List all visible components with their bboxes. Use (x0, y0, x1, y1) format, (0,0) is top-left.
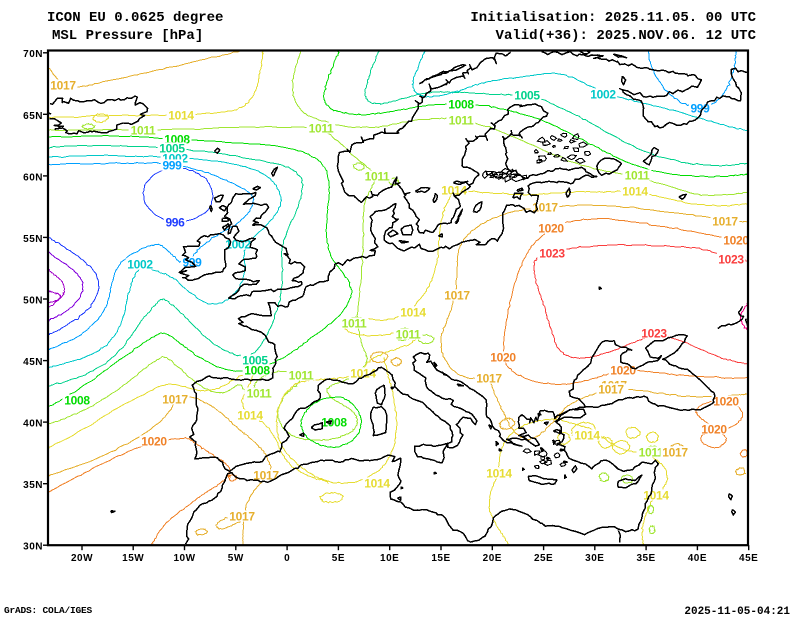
svg-text:1008: 1008 (321, 416, 347, 430)
svg-text:45E: 45E (739, 553, 758, 564)
svg-text:1014: 1014 (622, 185, 648, 199)
svg-text:1005: 1005 (242, 354, 268, 368)
svg-text:15E: 15E (431, 553, 450, 564)
svg-text:10E: 10E (380, 553, 399, 564)
svg-text:1014: 1014 (574, 429, 600, 443)
svg-text:1011: 1011 (342, 317, 367, 331)
svg-text:1017: 1017 (253, 469, 279, 483)
svg-text:1011: 1011 (131, 124, 156, 138)
svg-text:1017: 1017 (444, 289, 470, 303)
svg-text:1017: 1017 (662, 446, 688, 460)
svg-text:Initialisation: 2025.11.05. 00: Initialisation: 2025.11.05. 00 UTC (470, 10, 756, 26)
svg-text:1014: 1014 (237, 409, 263, 423)
svg-text:1014: 1014 (643, 489, 669, 503)
svg-text:5W: 5W (228, 553, 244, 564)
svg-text:1020: 1020 (713, 395, 739, 409)
svg-text:35N: 35N (23, 480, 43, 491)
svg-text:1014: 1014 (400, 306, 426, 320)
svg-text:1011: 1011 (449, 114, 474, 128)
svg-text:1005: 1005 (159, 142, 185, 156)
svg-text:1011: 1011 (289, 369, 314, 383)
svg-text:1023: 1023 (641, 327, 667, 341)
svg-text:1023: 1023 (539, 247, 565, 261)
svg-text:35E: 35E (636, 553, 655, 564)
svg-text:1008: 1008 (244, 364, 270, 378)
svg-text:1017: 1017 (532, 201, 558, 215)
svg-text:1002: 1002 (590, 88, 616, 102)
svg-text:55N: 55N (23, 234, 43, 245)
svg-text:1020: 1020 (723, 234, 749, 248)
svg-text:1011: 1011 (309, 122, 334, 136)
svg-text:1011: 1011 (365, 170, 390, 184)
svg-text:2025-11-05-04:21: 2025-11-05-04:21 (684, 606, 790, 618)
svg-text:50N: 50N (23, 295, 43, 306)
svg-text:1017: 1017 (229, 510, 255, 524)
svg-text:996: 996 (165, 216, 185, 230)
svg-text:1017: 1017 (162, 393, 188, 407)
svg-text:65N: 65N (23, 111, 43, 122)
svg-text:1017: 1017 (598, 383, 624, 397)
svg-text:1005: 1005 (514, 89, 540, 103)
svg-text:40N: 40N (23, 419, 43, 430)
svg-text:10W: 10W (173, 553, 195, 564)
svg-text:20E: 20E (483, 553, 502, 564)
svg-text:30N: 30N (23, 542, 43, 553)
svg-text:5E: 5E (332, 553, 345, 564)
svg-text:1008: 1008 (448, 98, 474, 112)
svg-text:1002: 1002 (127, 258, 153, 272)
svg-text:45N: 45N (23, 357, 43, 368)
svg-text:70N: 70N (23, 49, 43, 60)
svg-text:ICON EU 0.0625 degree: ICON EU 0.0625 degree (47, 10, 223, 26)
svg-text:1011: 1011 (639, 446, 664, 460)
svg-text:MSL Pressure [hPa]: MSL Pressure [hPa] (52, 28, 203, 44)
svg-text:15W: 15W (122, 553, 144, 564)
svg-text:1020: 1020 (490, 351, 516, 365)
svg-text:1011: 1011 (625, 169, 650, 183)
svg-text:1020: 1020 (538, 222, 564, 236)
svg-text:1017: 1017 (476, 372, 502, 386)
svg-text:1020: 1020 (141, 435, 167, 449)
svg-text:1014: 1014 (168, 109, 194, 123)
svg-text:999: 999 (162, 159, 182, 173)
svg-text:1017: 1017 (712, 215, 738, 229)
svg-text:1023: 1023 (718, 253, 744, 267)
svg-text:1014: 1014 (350, 367, 376, 381)
svg-text:1014: 1014 (486, 467, 512, 481)
svg-text:1011: 1011 (247, 387, 272, 401)
svg-text:1011: 1011 (396, 328, 421, 342)
svg-text:1020: 1020 (610, 364, 636, 378)
svg-text:1008: 1008 (64, 394, 90, 408)
svg-text:40E: 40E (688, 553, 707, 564)
svg-text:1014: 1014 (364, 477, 390, 491)
svg-text:GrADS: COLA/IGES: GrADS: COLA/IGES (4, 605, 93, 616)
svg-text:25E: 25E (534, 553, 553, 564)
svg-text:Valid(+36): 2025.NOV.06. 12 UT: Valid(+36): 2025.NOV.06. 12 UTC (496, 28, 757, 44)
svg-text:20W: 20W (71, 553, 93, 564)
svg-text:30E: 30E (585, 553, 604, 564)
svg-text:1017: 1017 (50, 79, 76, 93)
svg-text:1020: 1020 (701, 423, 727, 437)
svg-text:60N: 60N (23, 172, 43, 183)
svg-text:0: 0 (284, 553, 290, 564)
